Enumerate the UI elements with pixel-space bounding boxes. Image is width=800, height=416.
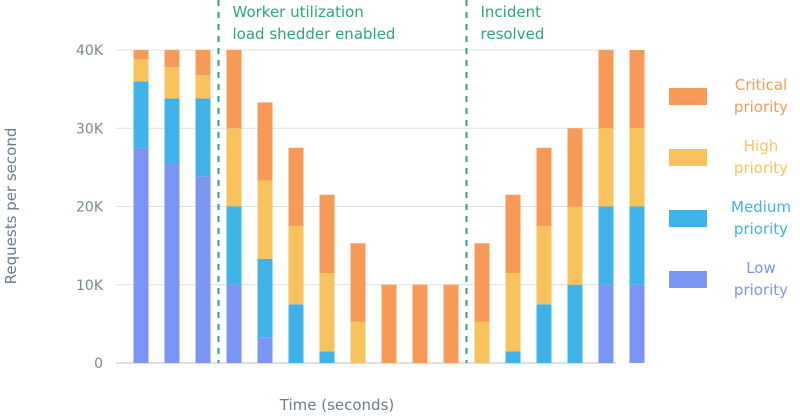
bar-segment-critical	[598, 50, 614, 129]
x-axis-title: Time (seconds)	[279, 396, 395, 414]
bar-segment-medium	[505, 351, 521, 363]
bar-segment-high	[164, 67, 180, 99]
legend-label: Low	[746, 259, 776, 277]
annotations: Worker utilization load shedder enabled In…	[217, 0, 545, 363]
bar-segment-critical	[319, 194, 335, 274]
y-tick-label: 0	[94, 356, 103, 372]
bar-segment-low	[598, 284, 614, 363]
bar-segment-high	[257, 180, 273, 259]
bar-segment-low	[164, 163, 180, 363]
bar-segment-high	[567, 206, 583, 285]
bar-segment-low	[629, 284, 645, 363]
y-tick-label: 30K	[76, 121, 104, 137]
y-tick-label: 10K	[76, 278, 104, 294]
legend-label: priority	[734, 98, 788, 116]
bar-segment-critical	[474, 243, 490, 322]
bar-segment-high	[629, 128, 645, 207]
legend-label: Critical	[735, 76, 787, 94]
bar-segment-critical	[567, 128, 583, 207]
bar-segment-critical	[536, 147, 552, 227]
bar-segment-critical	[350, 243, 366, 322]
bar-segment-critical	[412, 284, 428, 363]
y-axis-ticks: 0 10K 20K 30K 40K	[76, 43, 104, 372]
bar-segment-high	[536, 226, 552, 305]
bar-segment-high	[474, 321, 490, 363]
legend-swatch	[669, 149, 707, 166]
bar-segment-medium	[629, 206, 645, 285]
bar-segment-medium	[536, 304, 552, 363]
bar-segment-critical	[381, 284, 397, 363]
bars	[133, 50, 645, 363]
bar-segment-critical	[226, 50, 242, 129]
bar-segment-high	[195, 75, 211, 99]
bar-segment-critical	[505, 194, 521, 274]
bar-segment-medium	[567, 284, 583, 363]
legend-label: priority	[734, 281, 788, 299]
bar-segment-high	[505, 273, 521, 352]
y-axis-title: Requests per second	[2, 128, 20, 285]
legend: Critical priority High priority Medium priori…	[669, 76, 791, 299]
y-tick-label: 20K	[76, 200, 104, 216]
bar-segment-high	[226, 128, 242, 207]
bar-segment-high	[319, 273, 335, 352]
bar-segment-low	[133, 147, 149, 363]
legend-label: priority	[734, 159, 788, 177]
bar-segment-high	[133, 59, 149, 82]
bar-segment-medium	[288, 304, 304, 363]
bar-segment-medium	[319, 351, 335, 363]
annotation-label: load shedder enabled	[233, 25, 396, 43]
legend-label: High	[744, 137, 778, 155]
bar-segment-critical	[195, 50, 211, 76]
legend-swatch	[669, 271, 707, 288]
bar-segment-medium	[195, 98, 211, 177]
annotation-label: resolved	[481, 25, 545, 43]
legend-label: priority	[734, 220, 788, 238]
bar-segment-low	[195, 176, 211, 363]
bar-segment-critical	[288, 147, 304, 227]
bar-segment-critical	[257, 102, 273, 181]
bar-segment-medium	[598, 206, 614, 285]
bar-segment-medium	[133, 81, 149, 148]
legend-label: Medium	[731, 198, 791, 216]
bar-segment-low	[226, 284, 242, 363]
y-tick-label: 40K	[76, 43, 104, 59]
bar-segment-high	[350, 321, 366, 363]
bar-segment-critical	[629, 50, 645, 129]
annotation-label: Worker utilization	[233, 3, 364, 21]
bar-segment-critical	[164, 50, 180, 68]
bar-segment-medium	[226, 206, 242, 285]
bar-segment-critical	[133, 50, 149, 60]
annotation-label: Incident	[481, 3, 542, 21]
legend-swatch	[669, 88, 707, 105]
legend-swatch	[669, 210, 707, 227]
bar-segment-low	[257, 337, 273, 363]
bar-segment-high	[598, 128, 614, 207]
bar-segment-medium	[257, 258, 273, 338]
bar-segment-high	[288, 226, 304, 305]
bar-segment-critical	[443, 284, 459, 363]
bar-segment-medium	[164, 98, 180, 164]
